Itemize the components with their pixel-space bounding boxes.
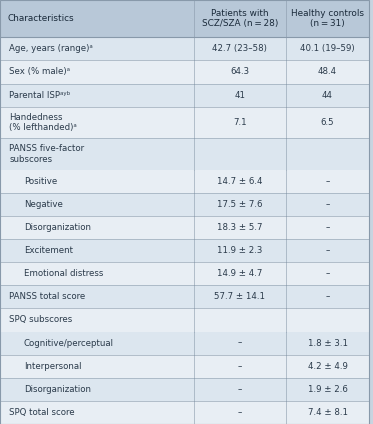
Text: 18.3 ± 5.7: 18.3 ± 5.7 xyxy=(217,223,263,232)
Bar xyxy=(0,332,369,354)
Bar xyxy=(0,138,369,170)
Text: 1.9 ± 2.6: 1.9 ± 2.6 xyxy=(308,385,347,394)
Text: –: – xyxy=(238,339,242,348)
Text: 57.7 ± 14.1: 57.7 ± 14.1 xyxy=(214,293,265,301)
Bar xyxy=(0,378,369,401)
Text: PANSS total score: PANSS total score xyxy=(9,293,85,301)
Text: PANSS five-factor
subscores: PANSS five-factor subscores xyxy=(9,144,84,164)
Text: –: – xyxy=(238,408,242,417)
Text: Negative: Negative xyxy=(24,200,63,209)
Text: –: – xyxy=(325,200,330,209)
Text: Sex (% male)ᵃ: Sex (% male)ᵃ xyxy=(9,67,70,76)
Text: Cognitive/perceptual: Cognitive/perceptual xyxy=(24,339,114,348)
Bar xyxy=(0,193,369,216)
Bar xyxy=(0,354,369,378)
Text: 11.9 ± 2.3: 11.9 ± 2.3 xyxy=(217,246,263,255)
Text: Emotional distress: Emotional distress xyxy=(24,269,103,278)
Text: Patients with
SCZ/SZA (n = 28): Patients with SCZ/SZA (n = 28) xyxy=(202,9,278,28)
Text: –: – xyxy=(325,177,330,186)
Bar xyxy=(0,216,369,239)
Bar xyxy=(0,239,369,262)
Text: Characteristics: Characteristics xyxy=(7,14,74,23)
Text: 1.8 ± 3.1: 1.8 ± 3.1 xyxy=(307,339,348,348)
Text: SPQ subscores: SPQ subscores xyxy=(9,315,72,324)
Text: 41: 41 xyxy=(234,91,245,100)
Bar xyxy=(0,308,369,332)
Text: –: – xyxy=(325,246,330,255)
Text: 14.9 ± 4.7: 14.9 ± 4.7 xyxy=(217,269,263,278)
Bar xyxy=(0,84,369,107)
Text: 7.4 ± 8.1: 7.4 ± 8.1 xyxy=(307,408,348,417)
Text: Handedness
(% lefthanded)ᵃ: Handedness (% lefthanded)ᵃ xyxy=(9,113,77,132)
Text: –: – xyxy=(238,385,242,394)
Bar xyxy=(0,285,369,308)
Text: SPQ total score: SPQ total score xyxy=(9,408,75,417)
Text: Interpersonal: Interpersonal xyxy=(24,362,81,371)
Text: Excitement: Excitement xyxy=(24,246,73,255)
Text: Parental ISPᵃʸᵇ: Parental ISPᵃʸᵇ xyxy=(9,91,70,100)
Text: –: – xyxy=(325,269,330,278)
Text: 14.7 ± 6.4: 14.7 ± 6.4 xyxy=(217,177,263,186)
Text: 17.5 ± 7.6: 17.5 ± 7.6 xyxy=(217,200,263,209)
Text: Age, years (range)ᵃ: Age, years (range)ᵃ xyxy=(9,45,93,53)
Text: –: – xyxy=(325,293,330,301)
Text: Healthy controls
(n = 31): Healthy controls (n = 31) xyxy=(291,9,364,28)
Bar xyxy=(0,401,369,424)
Bar xyxy=(0,262,369,285)
Text: 48.4: 48.4 xyxy=(318,67,337,76)
Bar xyxy=(0,37,369,61)
Text: 40.1 (19–59): 40.1 (19–59) xyxy=(300,45,355,53)
Text: –: – xyxy=(238,362,242,371)
Text: 7.1: 7.1 xyxy=(233,118,247,127)
Text: Positive: Positive xyxy=(24,177,57,186)
Text: –: – xyxy=(325,223,330,232)
Text: 6.5: 6.5 xyxy=(321,118,334,127)
Bar xyxy=(0,170,369,193)
Text: 42.7 (23–58): 42.7 (23–58) xyxy=(213,45,267,53)
Text: Disorganization: Disorganization xyxy=(24,385,91,394)
Bar xyxy=(0,61,369,84)
Text: 44: 44 xyxy=(322,91,333,100)
Text: 4.2 ± 4.9: 4.2 ± 4.9 xyxy=(308,362,347,371)
Bar xyxy=(0,0,369,37)
Text: Disorganization: Disorganization xyxy=(24,223,91,232)
Text: 64.3: 64.3 xyxy=(230,67,250,76)
Bar xyxy=(0,107,369,138)
